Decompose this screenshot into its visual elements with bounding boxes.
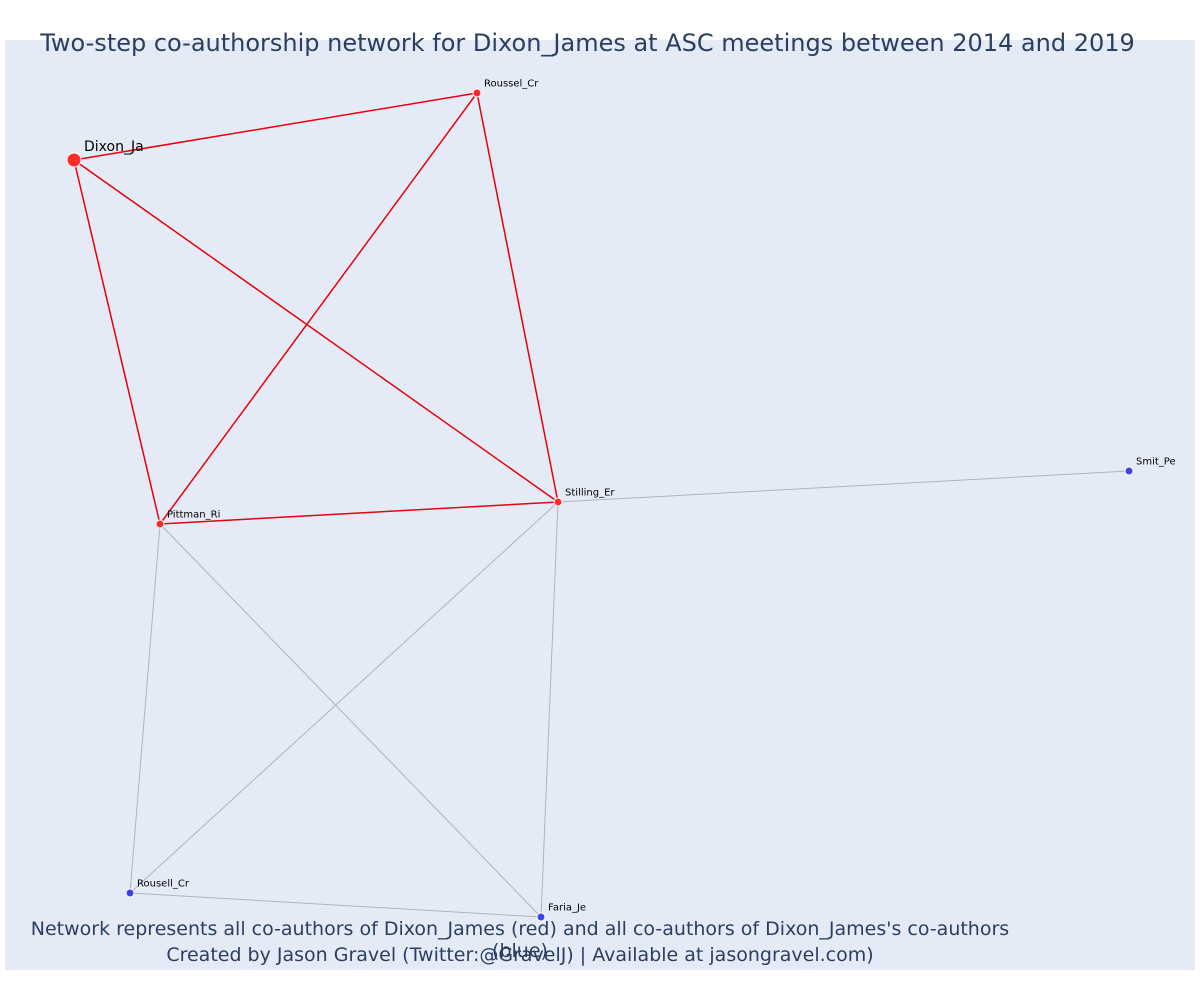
- chart-title: Two-step co-authorship network for Dixon…: [40, 29, 1135, 57]
- node-label-Faria_Je: Faria_Je: [548, 903, 586, 914]
- node-Smit_Pe[interactable]: [1124, 466, 1134, 476]
- caption-credit: Created by Jason Gravel (Twitter:@Gravel…: [166, 944, 874, 966]
- edge-Dixon_Ja-Pittman_Ri: [73, 159, 161, 525]
- edge-Roussel_Cr-Stilling_Er: [476, 92, 559, 503]
- node-label-Stilling_Er: Stilling_Er: [565, 488, 615, 499]
- labels-layer: Dixon_Ja Roussel_Cr Pittman_Ri Stilling_Er S…: [84, 79, 1176, 914]
- edge-Stilling_Er-Smit_Pe: [557, 470, 1130, 503]
- edge-Pittman_Ri-Rousell_Cr: [129, 523, 161, 894]
- plot-background: [5, 40, 1195, 970]
- node-label-Pittman_Ri: Pittman_Ri: [167, 510, 220, 521]
- node-Pittman_Ri[interactable]: [155, 519, 165, 529]
- edge-Dixon_Ja-Roussel_Cr: [73, 92, 478, 161]
- node-Dixon_Ja[interactable]: [66, 152, 82, 168]
- node-label-Rousell_Cr: Rousell_Cr: [137, 879, 190, 890]
- edge-Pittman_Ri-Faria_Je: [159, 523, 542, 918]
- node-label-Dixon_Ja: Dixon_Ja: [84, 139, 144, 155]
- node-Faria_Je[interactable]: [536, 912, 546, 922]
- node-label-Smit_Pe: Smit_Pe: [1136, 457, 1176, 468]
- edge-Stilling_Er-Faria_Je: [540, 501, 559, 918]
- edge-Rousell_Cr-Faria_Je: [129, 892, 542, 918]
- node-Roussel_Cr[interactable]: [472, 88, 482, 98]
- edges-layer: [73, 92, 1130, 918]
- node-Stilling_Er[interactable]: [553, 497, 563, 507]
- node-label-Roussel_Cr: Roussel_Cr: [484, 79, 539, 90]
- edge-Roussel_Cr-Pittman_Ri: [159, 92, 478, 525]
- edge-Pittman_Ri-Stilling_Er: [159, 501, 559, 525]
- caption-description: Network represents all co-authors of Dix…: [30, 918, 1010, 962]
- edge-Dixon_Ja-Stilling_Er: [73, 159, 559, 503]
- node-Rousell_Cr[interactable]: [125, 888, 135, 898]
- nodes-layer: [66, 88, 1134, 922]
- edge-Stilling_Er-Rousell_Cr: [129, 501, 559, 894]
